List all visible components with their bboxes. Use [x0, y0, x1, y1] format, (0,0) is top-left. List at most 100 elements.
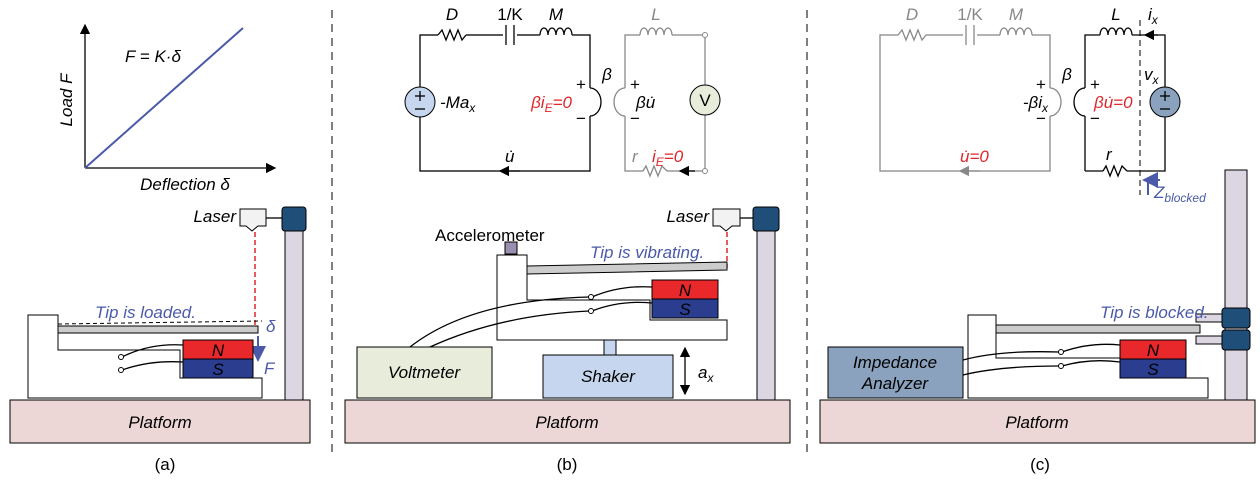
- text-part: x: [1041, 101, 1049, 115]
- text-part: -Ma: [440, 93, 469, 112]
- clamp: [1222, 330, 1250, 350]
- laser-label: Laser: [193, 207, 237, 226]
- gap: [585, 88, 630, 116]
- terminal: [703, 169, 708, 174]
- south-label: S: [212, 360, 224, 379]
- impedance-label: Zblocked: [1153, 183, 1206, 205]
- clamp: [753, 207, 779, 231]
- terminal: [1059, 350, 1064, 355]
- pillar: [285, 210, 303, 400]
- terminal: [589, 309, 594, 314]
- force-label: F: [264, 359, 276, 378]
- analyzer-label: Analyzer: [861, 374, 929, 393]
- text-part: x: [1152, 73, 1160, 87]
- text-part: blocked: [1164, 191, 1206, 205]
- beta-label: β: [1061, 65, 1072, 84]
- mass-label: M: [549, 5, 564, 24]
- south-label: S: [1147, 360, 1159, 379]
- pillar: [757, 210, 775, 400]
- clamp: [1222, 308, 1250, 328]
- text-part: x: [468, 101, 476, 115]
- text-part: x: [1151, 13, 1159, 27]
- caption: (b): [557, 455, 578, 474]
- terminal: [119, 368, 124, 373]
- text-part: =0: [664, 147, 684, 166]
- damper-label: D: [446, 5, 458, 24]
- damper-label: D: [906, 5, 918, 24]
- north-label: N: [679, 281, 692, 300]
- shaker-label: Shaker: [581, 367, 636, 386]
- platform-label: Platform: [1005, 413, 1068, 432]
- shaker-rod: [604, 340, 616, 355]
- cantilever: [58, 326, 258, 333]
- laser: [713, 209, 740, 231]
- spring-label: 1/K: [497, 5, 523, 24]
- caption: (c): [1030, 455, 1050, 474]
- annotation: Tip is vibrating.: [590, 243, 704, 262]
- sign: −: [576, 109, 586, 128]
- mass-label: M: [1009, 5, 1024, 24]
- annotation: Tip is blocked.: [1100, 303, 1209, 322]
- panel-c: D 1/K M L ix vx β + − + − -βix βu̇=0 u̇=…: [820, 5, 1255, 474]
- platform-label: Platform: [535, 413, 598, 432]
- platform-label: Platform: [128, 413, 191, 432]
- sign: +: [576, 75, 586, 94]
- caption: (a): [155, 455, 176, 474]
- beta-u-label: βu̇: [635, 93, 656, 112]
- laser-label: Laser: [666, 207, 710, 226]
- inductor-label: L: [651, 5, 660, 24]
- text-part: Z: [1153, 183, 1165, 202]
- analyzer-label: Impedance: [853, 353, 937, 372]
- coil-wire: [592, 287, 652, 297]
- annotation: Tip is loaded.: [95, 303, 196, 322]
- terminal: [589, 295, 594, 300]
- coil-wire: [1062, 344, 1120, 352]
- north-label: N: [212, 341, 225, 360]
- beta-ie-label: βiE=0: [530, 93, 572, 115]
- sign: +: [1036, 75, 1046, 94]
- source-label: -Max: [440, 93, 476, 115]
- pillar: [1225, 170, 1247, 400]
- text-part: =0: [553, 93, 573, 112]
- terminal: [119, 355, 124, 360]
- equation: F = K·δ: [125, 47, 181, 66]
- accelerometer-label: Accelerometer: [435, 226, 545, 245]
- text-part: a: [698, 363, 707, 382]
- sign: +: [1090, 75, 1100, 94]
- beta-u-label: βu̇=0: [1093, 93, 1133, 112]
- voltmeter-symbol-label: V: [699, 91, 711, 110]
- gap: [963, 25, 977, 45]
- laser: [240, 209, 266, 231]
- south-label: S: [679, 300, 691, 319]
- clamp: [282, 207, 306, 231]
- acceleration-label: ax: [698, 363, 714, 385]
- sign: +: [630, 75, 640, 94]
- resistor-label: r: [1106, 145, 1113, 164]
- terminal: [703, 33, 708, 38]
- figure: F = K·δ Load F Deflection δ Platform Las…: [0, 0, 1260, 483]
- gap: [503, 25, 517, 45]
- beta-label: β: [601, 65, 612, 84]
- y-axis-label: Load F: [57, 72, 76, 127]
- text-part: -βi: [1023, 93, 1043, 112]
- text-part: x: [706, 371, 714, 385]
- cantilever: [996, 325, 1200, 333]
- velocity-label: u̇: [505, 147, 515, 166]
- velocity-label: u̇=0: [960, 147, 989, 166]
- voltmeter-label: Voltmeter: [388, 363, 461, 382]
- x-axis-label: Deflection δ: [140, 175, 230, 194]
- resistor-label: r: [632, 147, 639, 166]
- north-label: N: [1147, 341, 1160, 360]
- cantilever: [527, 262, 727, 274]
- text-part: βi: [530, 93, 546, 112]
- delta-label: δ: [266, 317, 276, 336]
- terminal: [1059, 364, 1064, 369]
- spring-label: 1/K: [957, 5, 983, 24]
- inductor-label: L: [1111, 5, 1120, 24]
- voltage-label: vx: [1144, 65, 1160, 87]
- ie-label: iE=0: [652, 147, 684, 169]
- panel-b: D 1/K M L -Max β + − + − βiE=0 βu̇ u̇ V …: [345, 5, 790, 474]
- current-label: ix: [1148, 5, 1159, 27]
- panel-a: F = K·δ Load F Deflection δ Platform Las…: [10, 25, 310, 474]
- gap: [1045, 88, 1090, 116]
